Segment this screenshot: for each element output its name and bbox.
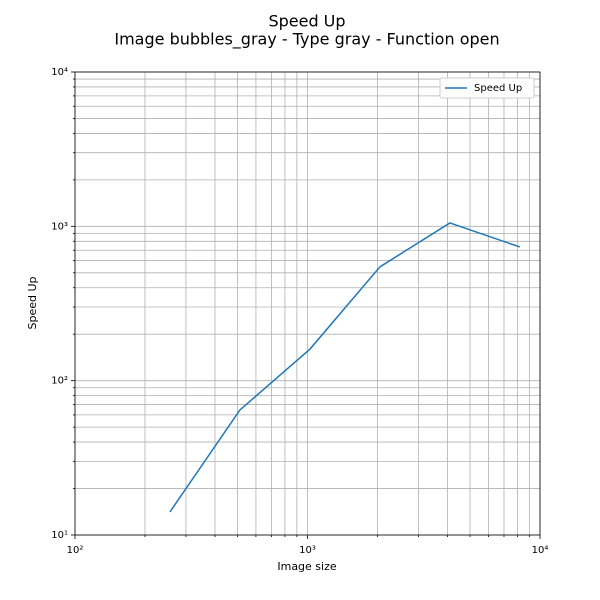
y-tick-label: 10²: [51, 376, 68, 387]
line-series: [169, 222, 521, 513]
x-tick-label: 10²: [67, 545, 84, 556]
y-tick-label: 10¹: [51, 530, 68, 541]
y-tick-label: 10³: [51, 221, 68, 232]
plot-frame: [74, 71, 541, 536]
y-tick-label: 10⁴: [51, 67, 68, 78]
chart-subtitle: Image bubbles_gray - Type gray - Functio…: [114, 30, 499, 50]
x-axis-label: Image size: [277, 560, 337, 573]
y-axis-label: Speed Up: [26, 276, 39, 329]
legend-box: [439, 77, 535, 99]
x-tick-label: 10⁴: [532, 545, 549, 556]
legend-label: Speed Up: [474, 83, 522, 94]
x-tick-label: 10³: [299, 545, 316, 556]
chart-title: Speed Up: [268, 12, 345, 31]
